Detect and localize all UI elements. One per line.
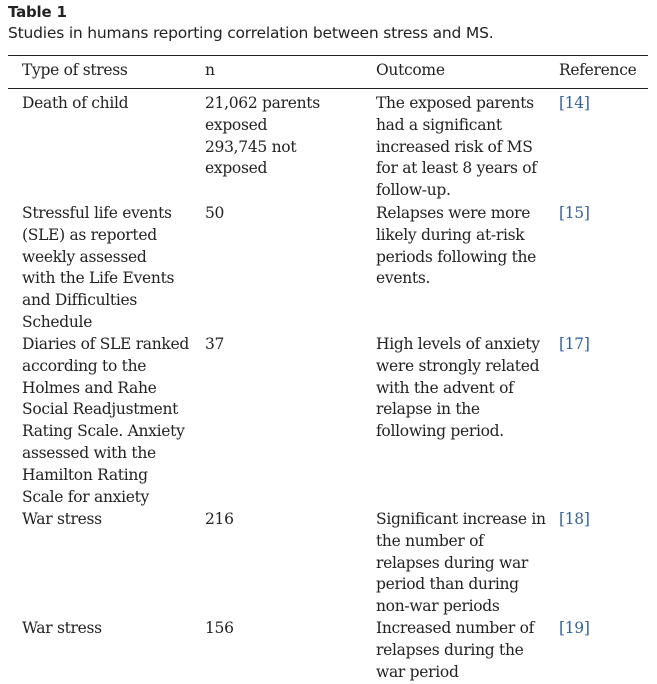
row-3-outcome: High levels of anxiety were strongly rel… [376, 335, 540, 441]
header-outcome: Outcome [376, 61, 445, 79]
row-5-outcome: Increased number of relapses during the … [376, 619, 535, 681]
row-2-reference-link[interactable]: [15] [559, 204, 590, 222]
row-5-n: 156 [205, 619, 234, 637]
table-top-rule [8, 55, 648, 56]
row-4-type: War stress [22, 510, 102, 528]
header-reference: Reference [559, 61, 637, 79]
row-4-outcome: Significant increase in the number of re… [376, 510, 546, 616]
row-3-reference-link[interactable]: [17] [559, 335, 590, 353]
row-1-outcome: The exposed parents had a significant in… [376, 94, 537, 200]
row-3-type: Diaries of SLE ranked according to the H… [22, 335, 190, 506]
table-label: Table 1 [8, 3, 67, 21]
row-2-outcome: Relapses were more likely during at-risk… [376, 204, 537, 288]
row-4-n: 216 [205, 510, 234, 528]
row-2-type: Stressful life events (SLE) as reported … [22, 204, 175, 331]
header-type-of-stress: Type of stress [22, 61, 128, 79]
row-5-type: War stress [22, 619, 102, 637]
row-1-type: Death of child [22, 94, 129, 112]
row-1-reference-link[interactable]: [14] [559, 94, 590, 112]
row-1-n: 21,062 parents exposed 293,745 not expos… [205, 94, 320, 178]
row-2-n: 50 [205, 204, 225, 222]
row-4-reference-link[interactable]: [18] [559, 510, 590, 528]
table-header-rule [8, 88, 648, 89]
header-n: n [205, 61, 215, 79]
row-3-n: 37 [205, 335, 225, 353]
row-5-reference-link[interactable]: [19] [559, 619, 590, 637]
table-caption: Studies in humans reporting correlation … [8, 24, 494, 42]
